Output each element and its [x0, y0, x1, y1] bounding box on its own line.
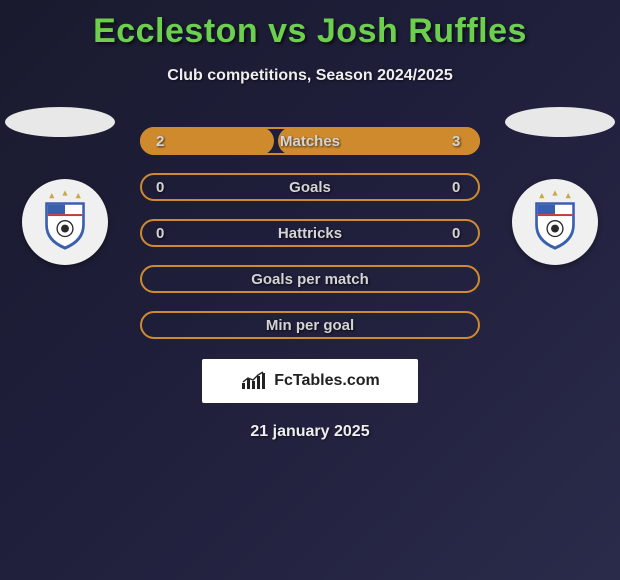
- stat-label: Goals: [289, 179, 331, 196]
- club-badge-right: [512, 179, 598, 265]
- player-right-avatar: [505, 107, 615, 137]
- stat-row: 0 Hattricks 0: [140, 219, 480, 247]
- shield-icon: [32, 189, 98, 255]
- page-title: Eccleston vs Josh Ruffles: [0, 0, 620, 51]
- stat-label: Min per goal: [266, 317, 354, 334]
- stat-value-left: 2: [156, 133, 168, 150]
- stat-value-right: 0: [452, 225, 464, 242]
- subtitle: Club competitions, Season 2024/2025: [0, 67, 620, 85]
- stat-value-right: 3: [452, 133, 464, 150]
- stat-label: Goals per match: [251, 271, 369, 288]
- stat-row: 0 Goals 0: [140, 173, 480, 201]
- stat-row: 2 Matches 3: [140, 127, 480, 155]
- bars-icon: [240, 371, 268, 391]
- comparison-panel: 2 Matches 3 0 Goals 0 0 Hattricks 0 Goals per mat…: [0, 127, 620, 441]
- stat-row: Min per goal: [140, 311, 480, 339]
- stat-value-right: 0: [452, 179, 464, 196]
- stat-label: Matches: [280, 133, 340, 150]
- club-badge-left: [22, 179, 108, 265]
- stat-row: Goals per match: [140, 265, 480, 293]
- brand-text: FcTables.com: [274, 372, 380, 390]
- stat-value-left: 0: [156, 179, 168, 196]
- brand-box: FcTables.com: [202, 359, 418, 403]
- player-left-avatar: [5, 107, 115, 137]
- date-text: 21 january 2025: [0, 423, 620, 441]
- shield-icon: [522, 189, 588, 255]
- stat-label: Hattricks: [278, 225, 342, 242]
- stat-rows: 2 Matches 3 0 Goals 0 0 Hattricks 0 Goals per mat…: [140, 127, 480, 339]
- stat-value-left: 0: [156, 225, 168, 242]
